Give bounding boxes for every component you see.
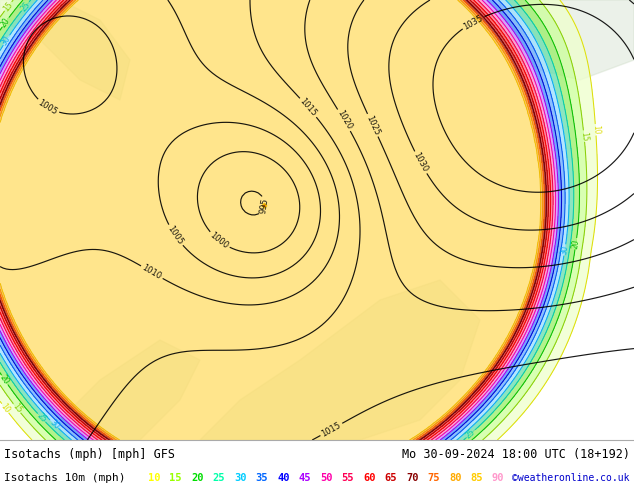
Polygon shape [60, 340, 200, 440]
Text: 50: 50 [320, 472, 332, 483]
Text: 70: 70 [406, 472, 418, 483]
Polygon shape [0, 0, 130, 100]
Text: 15: 15 [579, 131, 589, 141]
Text: 1025: 1025 [365, 114, 381, 137]
Text: 1015: 1015 [298, 97, 318, 119]
Text: Mo 30-09-2024 18:00 UTC (18+192): Mo 30-09-2024 18:00 UTC (18+192) [402, 447, 630, 461]
Text: Isotachs 10m (mph): Isotachs 10m (mph) [4, 472, 126, 483]
Text: Isotachs (mph) [mph] GFS: Isotachs (mph) [mph] GFS [4, 447, 175, 461]
Text: 1000: 1000 [208, 230, 230, 250]
Text: 55: 55 [342, 472, 354, 483]
Text: 20: 20 [0, 16, 12, 29]
Text: 75: 75 [427, 472, 440, 483]
Text: 20: 20 [191, 472, 204, 483]
Text: 15: 15 [1, 0, 15, 13]
Text: 10: 10 [591, 124, 600, 135]
Text: 30: 30 [234, 472, 247, 483]
Text: 15: 15 [169, 472, 182, 483]
Text: 15: 15 [10, 402, 23, 415]
Text: 30: 30 [560, 245, 570, 256]
Text: 1010: 1010 [141, 263, 163, 281]
Text: 1020: 1020 [335, 109, 353, 131]
Text: ©weatheronline.co.uk: ©weatheronline.co.uk [512, 472, 630, 483]
Text: 10: 10 [148, 472, 160, 483]
Text: 30: 30 [0, 34, 13, 47]
Text: 30: 30 [48, 417, 61, 431]
Text: 65: 65 [384, 472, 397, 483]
Text: 25: 25 [212, 472, 225, 483]
Text: 20: 20 [571, 238, 581, 249]
Text: 1030: 1030 [411, 151, 430, 174]
Text: 1015: 1015 [320, 420, 343, 439]
Text: 995: 995 [259, 197, 270, 214]
Text: 20: 20 [0, 373, 11, 386]
Text: 80: 80 [449, 472, 462, 483]
Text: 1035: 1035 [462, 13, 485, 31]
Text: 25: 25 [35, 411, 48, 424]
Text: 90: 90 [492, 472, 505, 483]
Polygon shape [500, 0, 634, 80]
Text: 45: 45 [299, 472, 311, 483]
Text: 25: 25 [19, 0, 32, 13]
Text: 25: 25 [464, 427, 477, 440]
Text: 85: 85 [470, 472, 483, 483]
Text: 60: 60 [363, 472, 375, 483]
Text: 1005: 1005 [37, 98, 59, 117]
Text: 40: 40 [277, 472, 290, 483]
Text: 10: 10 [0, 402, 11, 415]
Text: 35: 35 [256, 472, 268, 483]
Polygon shape [200, 280, 480, 440]
Text: 1005: 1005 [165, 224, 185, 246]
